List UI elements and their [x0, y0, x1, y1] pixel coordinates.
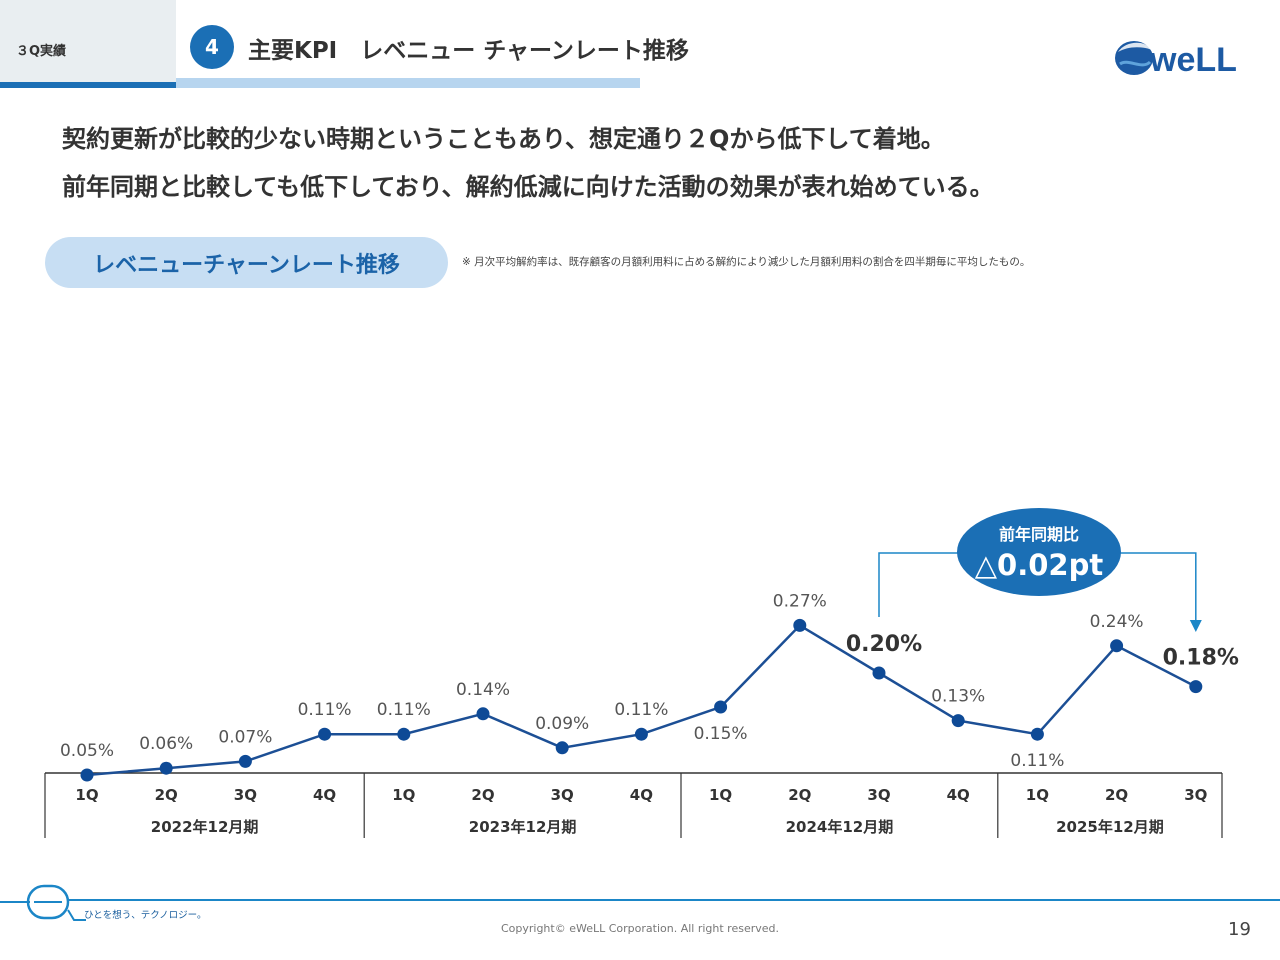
- summary-line-1: 契約更新が比較的少ない時期ということもあり、想定通り２Qから低下して着地。: [62, 125, 945, 153]
- data-point: [397, 727, 411, 741]
- data-label: 0.15%: [694, 724, 748, 744]
- data-point: [872, 666, 886, 680]
- data-point: [555, 741, 569, 755]
- header-rule: [0, 82, 176, 88]
- summary-line-2: 前年同期と比較しても低下しており、解約低減に向けた活動の効果が表れ始めている。: [62, 173, 994, 201]
- data-label: 0.18%: [1163, 646, 1239, 671]
- header-rule-accent: [176, 78, 640, 88]
- yoy-arrowhead: [1189, 620, 1202, 632]
- quarter-tick-label: 4Q: [947, 786, 970, 804]
- data-label: 0.24%: [1090, 612, 1144, 632]
- quarter-tick-label: 1Q: [75, 786, 98, 804]
- data-point: [238, 754, 252, 768]
- page-number: 19: [1228, 919, 1251, 940]
- fiscal-year-label: 2024年12月期: [786, 818, 894, 836]
- data-point: [793, 618, 807, 632]
- quarter-tick-label: 1Q: [392, 786, 415, 804]
- data-point: [951, 714, 965, 728]
- quarter-tick-label: 3Q: [867, 786, 890, 804]
- data-point: [714, 700, 728, 714]
- data-label: 0.06%: [139, 734, 193, 754]
- page-title: 主要KPI レベニュー チャーンレート推移: [248, 38, 689, 64]
- logo-globe-icon: [1115, 41, 1153, 75]
- logo-globe-highlight: [1118, 42, 1152, 52]
- data-label: 0.09%: [535, 714, 589, 734]
- data-label: 0.07%: [218, 727, 272, 747]
- chart-footnote: ※ 月次平均解約率は、既存顧客の月額利用料に占める解約により減少した月額利用料の…: [462, 256, 1031, 268]
- quarter-tick-label: 1Q: [709, 786, 732, 804]
- fiscal-year-label: 2023年12月期: [469, 818, 577, 836]
- quarter-tick-label: 2Q: [788, 786, 811, 804]
- yoy-title: 前年同期比: [999, 525, 1079, 544]
- data-point: [476, 707, 490, 721]
- data-point: [634, 727, 648, 741]
- quarter-tick-label: 1Q: [1026, 786, 1049, 804]
- data-label: 0.11%: [298, 700, 352, 720]
- data-label: 0.11%: [614, 700, 668, 720]
- copyright: Copyright© eWeLL Corporation. All right …: [500, 922, 780, 935]
- section-box: ３Q実績: [0, 0, 176, 82]
- data-point: [1030, 727, 1044, 741]
- data-point: [1110, 639, 1124, 653]
- axis-layer: 1Q 2Q 3Q 4Q 1Q 2Q 3Q 4Q 1Q 2Q 3Q 4Q 1Q 2Q 3Q 2022年12月期 2…: [44, 772, 1223, 838]
- quarter-tick-label: 2Q: [471, 786, 494, 804]
- quarter-tick-label: 2Q: [1105, 786, 1128, 804]
- quarter-tick-label: 4Q: [313, 786, 336, 804]
- data-label: 0.14%: [456, 680, 510, 700]
- section-label: ３Q実績: [16, 44, 67, 59]
- data-label: 0.27%: [773, 591, 827, 611]
- ewell-logo: weLL: [1115, 41, 1237, 79]
- quarter-tick-label: 3Q: [551, 786, 574, 804]
- data-label: 0.05%: [60, 741, 114, 761]
- yoy-annotation: 前年同期比 △0.02pt: [878, 508, 1202, 632]
- yoy-badge: [957, 508, 1121, 596]
- data-point: [159, 761, 173, 775]
- quarter-tick-label: 2Q: [155, 786, 178, 804]
- section-number-badge: 4: [190, 25, 234, 69]
- logo-globe-wave: [1119, 60, 1152, 67]
- fiscal-year-label: 2025年12月期: [1056, 818, 1164, 836]
- data-point: [80, 768, 94, 782]
- chart-title-pill: レベニューチャーンレート推移: [45, 237, 448, 288]
- data-point: [1189, 680, 1203, 694]
- quarter-tick-label: 3Q: [234, 786, 257, 804]
- data-label: 0.11%: [1010, 751, 1064, 771]
- data-point: [318, 727, 332, 741]
- fiscal-year-label: 2022年12月期: [151, 818, 259, 836]
- footer-rule: [68, 899, 1280, 901]
- data-label: 0.11%: [377, 700, 431, 720]
- quarter-tick-label: 3Q: [1184, 786, 1207, 804]
- logo-wordmark: weLL: [1149, 41, 1237, 79]
- yoy-value: △0.02pt: [975, 548, 1104, 582]
- footer-brand-mark: [0, 884, 86, 921]
- quarter-tick-label: 4Q: [630, 786, 653, 804]
- footer-tagline: ひとを想う、テクノロジー。: [84, 910, 207, 921]
- data-label: 0.13%: [931, 687, 985, 707]
- data-label: 0.20%: [846, 632, 922, 657]
- data-points: 0.05% 0.06% 0.07% 0.11% 0.11% 0.14% 0.09% 0.11%…: [60, 591, 1239, 782]
